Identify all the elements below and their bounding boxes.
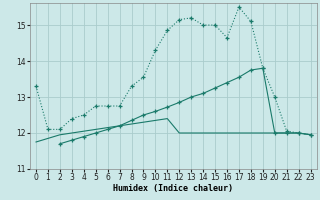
X-axis label: Humidex (Indice chaleur): Humidex (Indice chaleur): [113, 184, 233, 193]
